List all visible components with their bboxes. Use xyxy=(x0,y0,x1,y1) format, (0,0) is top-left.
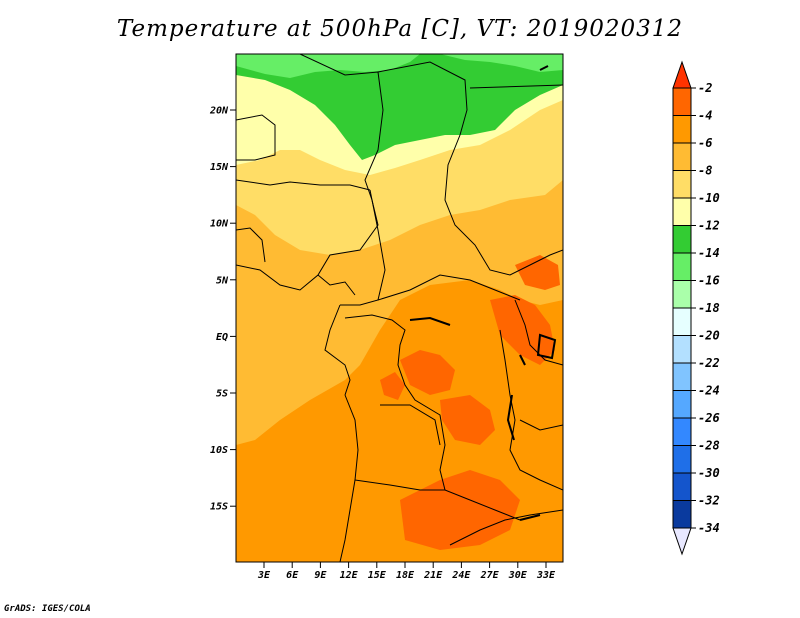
lon-tick-label: 18E xyxy=(396,570,415,581)
lat-tick-label: 5N xyxy=(216,275,229,286)
colorbar-swatch xyxy=(672,170,692,199)
colorbar-label: -28 xyxy=(698,439,720,453)
colorbar-bottom-arrow xyxy=(672,527,692,556)
colorbar-label: -16 xyxy=(698,274,720,288)
colorbar: -2 -4 -6 -8 -10 -12 -14 -16 -18 -20 -22 -24 -26 -28 -3… xyxy=(672,60,720,556)
field-band-minus2-patch xyxy=(380,372,405,400)
lake-feature-2 xyxy=(519,514,541,521)
colorbar-swatch xyxy=(672,307,692,336)
border-car xyxy=(377,274,521,301)
lon-tick-label: 30E xyxy=(508,570,528,581)
colorbar-swatch xyxy=(672,445,692,474)
colorbar-label: -26 xyxy=(698,411,720,425)
border-zimbabwe xyxy=(449,509,563,546)
border-uganda xyxy=(514,299,563,366)
temperature-field xyxy=(236,54,563,562)
colorbar-swatch xyxy=(672,252,692,281)
colorbar-label: -12 xyxy=(698,219,720,233)
colorbar-label: -32 xyxy=(698,494,720,508)
border-mali xyxy=(236,114,276,161)
border-angola-zambia xyxy=(354,479,521,521)
lon-tick-label: 9E xyxy=(314,570,327,581)
field-band-minus2-kasai xyxy=(440,395,495,445)
colorbar-swatch xyxy=(672,335,692,364)
lat-tick-label: 5S xyxy=(216,389,228,400)
colorbar-swatch xyxy=(672,197,692,226)
lake-kivu xyxy=(519,354,526,366)
country-borders xyxy=(236,54,563,562)
border-congo xyxy=(344,314,446,491)
colorbar-swatch xyxy=(672,417,692,446)
colorbar-label: -22 xyxy=(698,356,720,370)
border-sudan xyxy=(377,61,563,276)
colorbar-swatch xyxy=(672,142,692,171)
field-band-minus2-north xyxy=(515,255,560,290)
colorbar-swatch xyxy=(672,472,692,501)
colorbar-label: -34 xyxy=(698,521,720,535)
lon-tick-label: 24E xyxy=(451,570,471,581)
lon-tick-label: 33E xyxy=(536,570,556,581)
border-libya-egypt xyxy=(469,84,563,89)
lon-tick-label: 15E xyxy=(368,570,387,581)
lake-victoria xyxy=(536,333,557,360)
map-title: Temperature at 500hPa [C], VT: 201902031… xyxy=(116,16,684,42)
coast-red-sea xyxy=(539,65,549,71)
lake-feature-1 xyxy=(409,316,451,326)
colorbar-label: -20 xyxy=(698,329,720,343)
grads-credit: GrADS: IGES/COLA xyxy=(4,604,91,614)
colorbar-label: -14 xyxy=(698,246,720,260)
lon-tick-label: 3E xyxy=(257,570,271,581)
lat-tick-label: 10N xyxy=(210,219,229,230)
border-tanzania xyxy=(519,419,563,431)
colorbar-label: -10 xyxy=(698,191,720,205)
lat-tick-label: 15N xyxy=(210,162,229,173)
lat-tick-label: 15S xyxy=(210,502,228,513)
colorbar-swatch xyxy=(672,280,692,309)
colorbar-label: -8 xyxy=(698,164,712,178)
lon-tick-label: 27E xyxy=(480,570,500,581)
lake-tanganyika xyxy=(506,394,515,441)
coast-gabon xyxy=(324,304,351,396)
colorbar-swatch xyxy=(672,225,692,254)
colorbar-swatch xyxy=(672,500,692,529)
colorbar-swatch xyxy=(672,362,692,391)
border-west-africa xyxy=(236,54,384,291)
lon-tick-label: 6E xyxy=(286,570,299,581)
colorbar-label: -24 xyxy=(698,384,720,398)
lon-tick-label: 12E xyxy=(340,570,359,581)
field-band-minus12 xyxy=(236,54,563,160)
field-band-minus14-east xyxy=(440,54,563,72)
map-frame xyxy=(235,53,564,563)
lat-tick-label: EQ xyxy=(216,332,228,343)
colorbar-swatch xyxy=(672,115,692,144)
colorbar-swatch xyxy=(672,390,692,419)
border-drc-angola xyxy=(380,404,441,446)
colorbar-swatch xyxy=(672,87,692,116)
lat-tick-label: 10S xyxy=(210,445,228,456)
field-band-minus2-congo xyxy=(400,350,455,395)
border-guinea xyxy=(236,227,266,263)
border-nigeria-cameroon xyxy=(340,189,386,306)
lon-tick-label: 21E xyxy=(423,570,443,581)
colorbar-label: -2 xyxy=(698,81,712,95)
coast-gulf-guinea xyxy=(317,274,356,296)
longitude-axis: 3E 6E 9E 12E 15E 18E 21E 24E 27E 30E 33E xyxy=(257,562,556,581)
colorbar-label: -6 xyxy=(698,136,712,150)
colorbar-label: -18 xyxy=(698,301,720,315)
lat-tick-label: 20N xyxy=(209,106,229,117)
border-sahel xyxy=(236,179,371,191)
colorbar-label: -4 xyxy=(698,109,712,123)
colorbar-label: -30 xyxy=(698,466,720,480)
latitude-axis: 20N 15N 10N 5N EQ 5S 10S 15S xyxy=(209,106,236,513)
colorbar-top-arrow xyxy=(672,60,692,89)
field-band-minus14 xyxy=(236,54,420,78)
